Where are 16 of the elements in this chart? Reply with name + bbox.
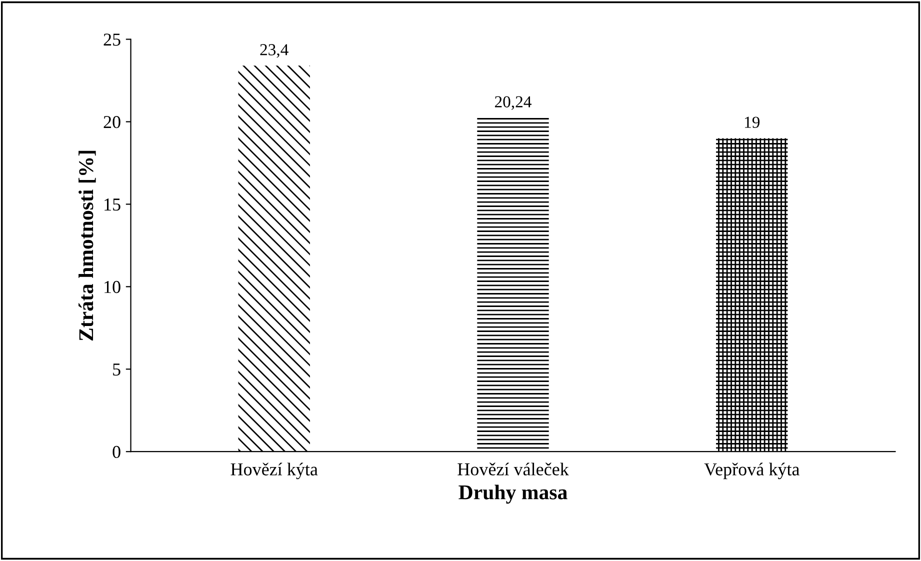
data-label: 19	[745, 116, 760, 128]
y-axis-title: Ztráta hmotnosti [%]	[78, 150, 96, 340]
bar	[238, 66, 310, 452]
x-axis-title: Druhy masa	[458, 484, 568, 504]
data-label: 23,4	[260, 44, 288, 58]
y-tick-label: 15	[104, 198, 120, 211]
x-tick-label: Hovězí váleček	[458, 462, 569, 476]
bar	[716, 138, 788, 452]
y-tick-label: 20	[104, 116, 120, 128]
x-tick-label: Vepřová kýta	[704, 462, 800, 480]
y-tick-label: 10	[104, 280, 120, 294]
x-tick-label: Hovězí kýta	[230, 462, 318, 480]
data-label: 20,24	[494, 96, 532, 110]
y-tick-label: 25	[104, 34, 120, 46]
y-tick-label: 5	[113, 364, 120, 376]
y-tick-label: 0	[112, 446, 120, 458]
